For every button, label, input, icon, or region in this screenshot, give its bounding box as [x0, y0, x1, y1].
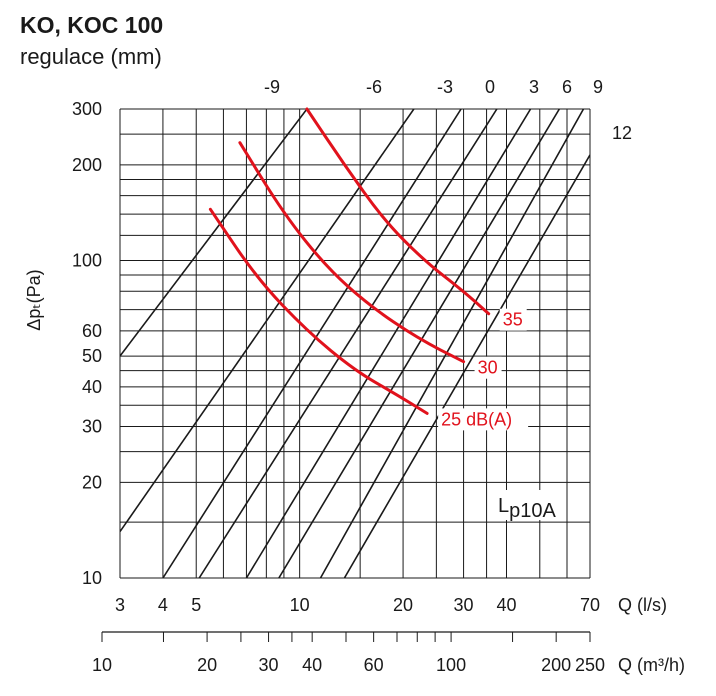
x2-tick-label: 20: [197, 655, 217, 675]
y-tick-label: 20: [82, 472, 102, 492]
chart-subtitle: regulace (mm): [20, 44, 162, 69]
x2-tick-label: 100: [436, 655, 466, 675]
x2-tick-label: 200: [541, 655, 571, 675]
sound-curve-label-bg: [438, 408, 529, 431]
regulation-line--6: [120, 109, 415, 533]
regulation-label: 3: [529, 77, 539, 97]
x-axis-label: Q (l/s): [618, 595, 667, 615]
sound-curve-35: [305, 107, 491, 316]
regulation-line-3: [245, 109, 532, 578]
regulation-line--9: [120, 109, 308, 357]
x2-tick-label: 10: [92, 655, 112, 675]
regulation-label: -3: [437, 77, 453, 97]
y-tick-label: 10: [82, 568, 102, 588]
x-tick-label: 3: [115, 595, 125, 615]
y-tick-label: 50: [82, 346, 102, 366]
regulation-label: -6: [366, 77, 382, 97]
regulation-label: 12: [612, 123, 632, 143]
y-tick-label: 60: [82, 321, 102, 341]
regulation-label: -9: [264, 77, 280, 97]
sound-curve-label: 25 dB(A): [441, 409, 512, 429]
regulation-line--3: [162, 109, 462, 578]
x2-tick-label: 30: [259, 655, 279, 675]
y-tick-label: 30: [82, 417, 102, 437]
x2-axis-label: Q (m³/h): [618, 655, 685, 675]
y-tick-label: 100: [72, 250, 102, 270]
regulation-label: 6: [562, 77, 572, 97]
y-axis-label: Δpₜ(Pa): [24, 269, 44, 330]
x-tick-label: 20: [393, 595, 413, 615]
x2-tick-label: 40: [302, 655, 322, 675]
regulation-line-9: [319, 109, 585, 578]
regulation-line-12: [343, 154, 590, 578]
sound-curve-30: [238, 141, 466, 364]
regulation-label: 9: [593, 77, 603, 97]
sound-curves: 25 dB(A) 30 35: [208, 107, 529, 431]
regulation-lines: [120, 109, 590, 578]
x2-tick-label: 60: [364, 655, 384, 675]
x-tick-label: 40: [496, 595, 516, 615]
x-tick-label: 70: [580, 595, 600, 615]
x-tick-label: 4: [158, 595, 168, 615]
sound-curve-label: 35: [503, 310, 523, 330]
sound-curve-label-bg: [474, 356, 502, 379]
x-tick-label: 5: [191, 595, 201, 615]
sound-curve-label: 30: [478, 358, 498, 378]
regulation-label: 0: [485, 77, 495, 97]
x-tick-label: 10: [290, 595, 310, 615]
sound-curve-25dBA: [208, 207, 429, 415]
y-tick-label: 40: [82, 377, 102, 397]
x-tick-label: 30: [454, 595, 474, 615]
regulation-line-6: [278, 109, 561, 578]
regulation-line-0: [198, 109, 498, 578]
y-tick-label: 300: [72, 99, 102, 119]
x2-tick-label: 250: [575, 655, 605, 675]
lp10a-label: Lp10A: [498, 495, 556, 522]
lp10a-label-bg: [495, 490, 565, 520]
chart-title: KO, KOC 100: [20, 12, 164, 38]
sound-curve-label-bg: [499, 308, 527, 331]
grid: [101, 108, 591, 642]
y-tick-label: 200: [72, 155, 102, 175]
